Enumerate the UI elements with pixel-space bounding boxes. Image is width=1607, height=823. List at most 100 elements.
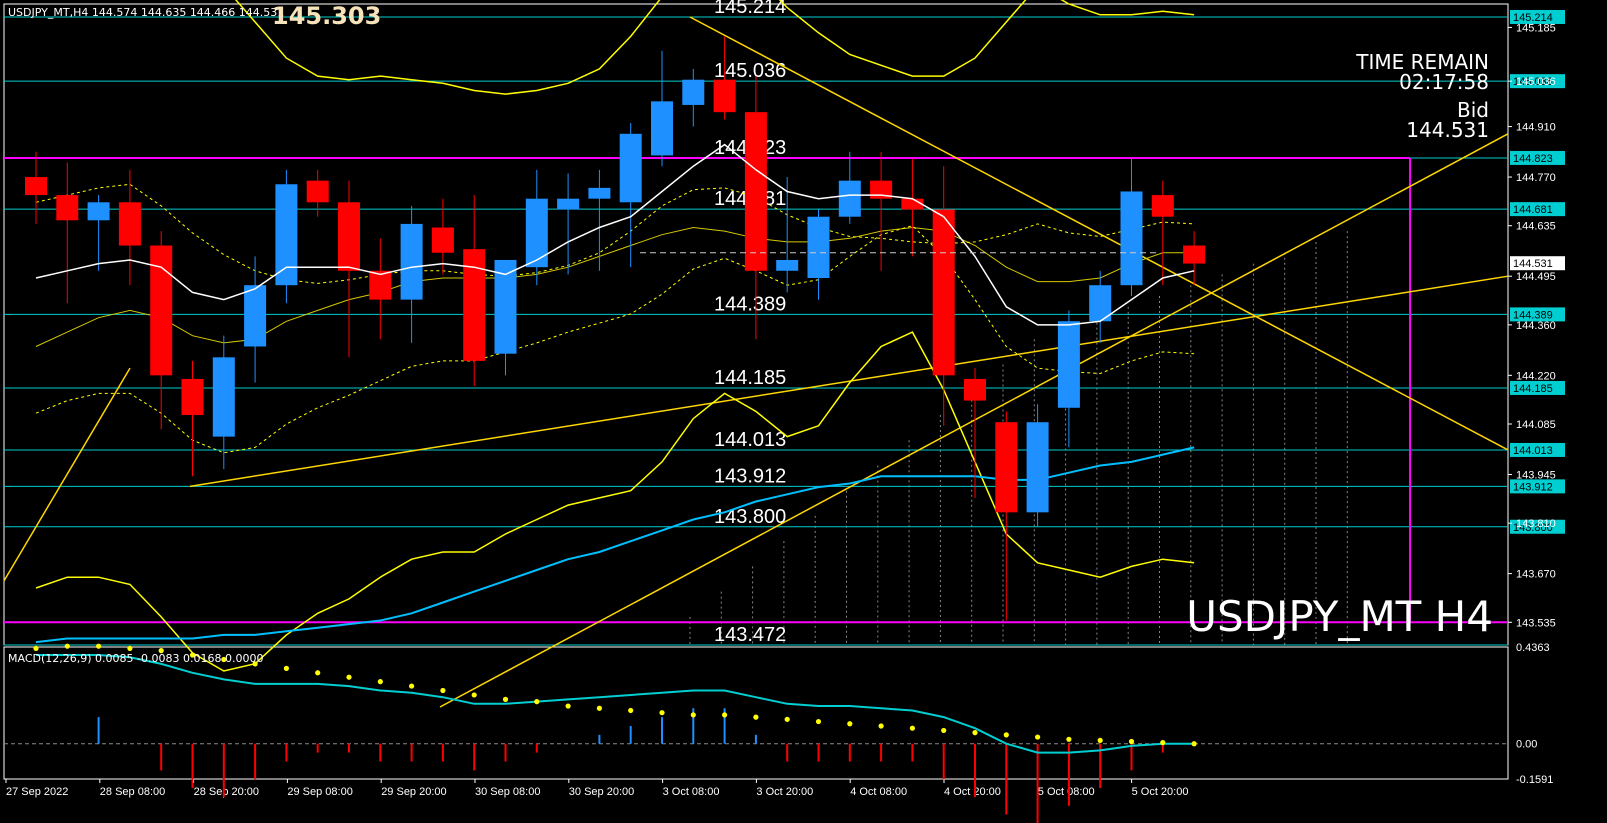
level-price-tag [1510, 9, 1565, 24]
macd-signal-dot [1128, 738, 1135, 745]
x-tick-label: 27 Sep 2022 [6, 786, 68, 798]
macd-signal-dot [502, 696, 509, 702]
level-price-tag-label: 144.681 [1513, 204, 1553, 216]
candle-body [494, 259, 517, 354]
level-price-tag [1510, 74, 1565, 89]
macd-main-line [36, 654, 1195, 754]
level-price-tag [1510, 519, 1565, 534]
candle-body [306, 180, 329, 203]
bid-price-tag-label: 144.531 [1513, 258, 1553, 270]
bid-label: Bid [1457, 98, 1489, 122]
level-label: 143.800 [714, 506, 786, 528]
level-label: 145.214 [714, 0, 786, 18]
macd-signal-dot [189, 652, 196, 658]
macd-signal-dot [596, 705, 603, 711]
x-tick-label: 3 Oct 08:00 [663, 786, 720, 798]
macd-signal-dot [1003, 732, 1009, 738]
macd-signal-dot [127, 645, 133, 651]
time-remain-value: 02:17:58 [1399, 70, 1489, 94]
candle-body [838, 180, 861, 217]
y-tick-label: 143.535 [1516, 617, 1556, 629]
ohlc-label: 144.574 144.635 144.466 144.531 [91, 6, 285, 19]
symbol-label: USDJPY_MT,H4 [8, 6, 89, 19]
level-price-tag [1510, 307, 1565, 322]
macd-signal-dot [315, 670, 321, 676]
macd-tick-label: -0.1591 [1516, 774, 1553, 786]
macd-signal-dot [972, 730, 978, 736]
candle-body [807, 216, 830, 278]
macd-signal-dot [158, 648, 164, 654]
y-tick-label: 144.220 [1516, 370, 1556, 382]
y-tick-label: 144.495 [1516, 271, 1556, 283]
x-tick-label: 30 Sep 08:00 [475, 786, 540, 798]
chart-header: USDJPY_MT,H4 144.574 144.635 144.466 144… [8, 6, 284, 19]
trend-line [3, 367, 131, 582]
time-remain: TIME REMAIN 02:17:58 [1356, 52, 1489, 92]
level-price-tag-label: 144.185 [1513, 383, 1553, 395]
y-tick-label: 144.910 [1516, 122, 1556, 134]
trend-line [689, 16, 1509, 451]
candle-body [244, 285, 267, 347]
macd-signal-dot [283, 665, 289, 671]
trend-line [439, 133, 1509, 708]
macd-signal-dot [1097, 737, 1103, 744]
level-label: 144.185 [714, 367, 786, 389]
candle-body [619, 133, 642, 203]
ma-white-line [35, 143, 1195, 326]
candle-body [87, 202, 110, 221]
level-price-tag-label: 145.036 [1513, 76, 1553, 88]
candle-body [181, 378, 204, 415]
x-tick-label: 4 Oct 20:00 [944, 786, 1001, 798]
macd-signal-dot [815, 718, 822, 725]
trend-line [189, 275, 1509, 488]
level-label: 144.013 [714, 429, 786, 451]
macd-label: MACD(12,26,9) 0.0085 -0.0083 0.0168 0.00… [8, 652, 264, 665]
macd-plot-frame [3, 646, 1509, 780]
x-tick-label: 29 Sep 20:00 [381, 786, 446, 798]
macd-signal-dot [878, 723, 884, 729]
macd-signal-dot [941, 727, 947, 734]
macd-signal-dot [33, 645, 39, 651]
bollinger-inner-upper-line [35, 183, 1195, 284]
macd-signal-dot [1160, 740, 1166, 746]
macd-signal-dot [64, 643, 70, 649]
bollinger-lower-line [35, 331, 1195, 672]
y-tick-label: 144.085 [1516, 419, 1556, 431]
bid-value: 144.531 [1406, 118, 1489, 142]
macd-signal-dot [1191, 741, 1197, 747]
y-tick-label: 145.036 [1516, 76, 1556, 88]
macd-signal-dot [722, 712, 728, 718]
macd-signal-dot [784, 716, 790, 722]
candle-body [369, 270, 392, 300]
level-label: 143.472 [714, 624, 786, 646]
candle-body [338, 202, 360, 271]
candle-body [1089, 285, 1112, 322]
x-tick-label: 5 Oct 20:00 [1132, 786, 1189, 798]
x-tick-label: 30 Sep 20:00 [569, 786, 634, 798]
macd-signal-dot [96, 643, 102, 649]
macd-signal-dot [565, 703, 571, 709]
candle-body [588, 187, 611, 199]
candle-body [431, 227, 454, 253]
level-price-tag-label: 144.389 [1513, 309, 1553, 321]
macd-signal-dot [252, 661, 258, 667]
macd-signal-dot [409, 683, 415, 689]
symbol-watermark: USDJPY_MT H4 [1186, 592, 1493, 641]
macd-signal-dot [659, 710, 665, 716]
macd-signal-dot [1066, 736, 1072, 742]
macd-signal-dot [471, 692, 477, 698]
candle-body [1151, 195, 1174, 217]
candle-body [776, 259, 799, 271]
x-tick-label: 28 Sep 20:00 [194, 786, 259, 798]
macd-signal-dot [1035, 734, 1041, 740]
level-price-tag [1510, 202, 1565, 217]
level-price-tag-label: 144.013 [1513, 445, 1553, 457]
level-price-tag-label: 145.214 [1513, 12, 1553, 24]
level-label: 145.036 [714, 60, 786, 82]
candle-body [901, 198, 924, 210]
candle-body [1057, 321, 1080, 408]
macd-signal-dot [440, 687, 446, 694]
level-price-tag [1510, 150, 1565, 165]
level-price-tag [1510, 479, 1565, 494]
